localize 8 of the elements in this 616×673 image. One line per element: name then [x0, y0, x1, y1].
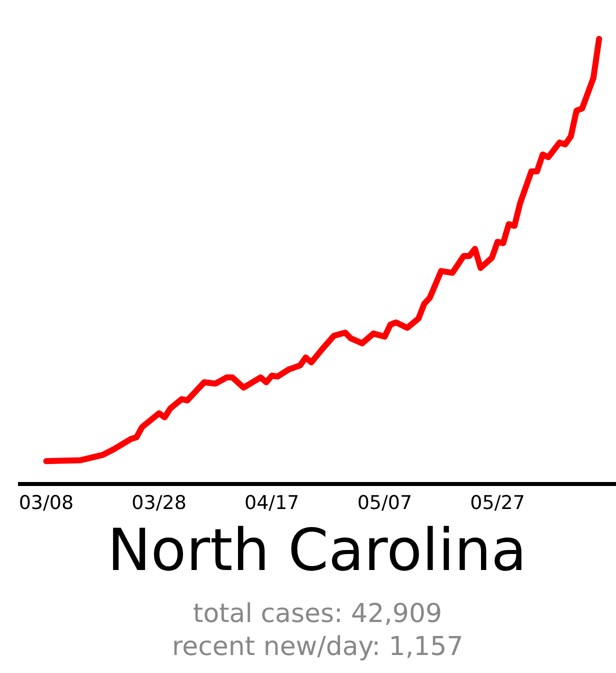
text: recent new/day: 1,157	[172, 632, 464, 662]
text: North Carolina	[107, 516, 527, 584]
x-tick-label: 04/17	[244, 492, 300, 514]
text: total cases: 42,909	[193, 599, 442, 629]
x-tick-label: 05/07	[357, 492, 412, 514]
x-tick-label: 05/27	[470, 492, 525, 514]
x-tick-label: 03/28	[132, 492, 186, 514]
x-tick-label: 03/08	[18, 492, 74, 514]
